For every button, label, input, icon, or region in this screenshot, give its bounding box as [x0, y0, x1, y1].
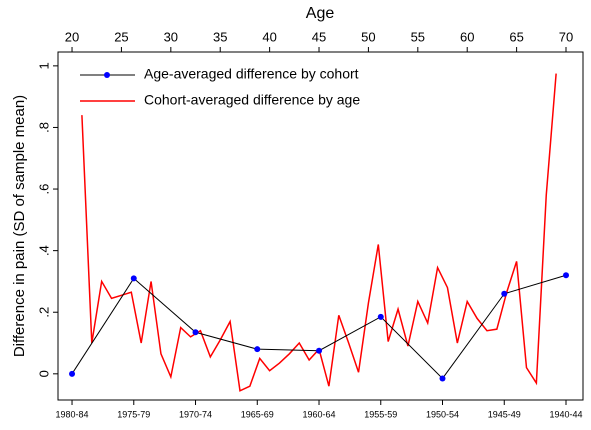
x-tick-label: 70: [559, 29, 573, 44]
marker: [501, 290, 508, 297]
marker: [377, 313, 384, 320]
x-tick-label: 55: [411, 29, 425, 44]
marker: [130, 275, 137, 282]
x-tick-label: 45: [312, 29, 326, 44]
x-tick-label: 25: [114, 29, 128, 44]
x-tick-label: 30: [164, 29, 178, 44]
legend-marker: [104, 72, 110, 78]
x-axis-title: Age: [306, 5, 335, 22]
marker: [316, 347, 323, 354]
x2-tick-label: 1980-84: [56, 409, 89, 419]
marker: [439, 375, 446, 382]
marker: [254, 346, 261, 353]
y-axis-title: Difference in pain (SD of sample mean): [11, 95, 28, 357]
x-tick-label: 50: [361, 29, 375, 44]
x2-tick-label: 1950-54: [426, 409, 459, 419]
x2-tick-label: 1975-79: [117, 409, 150, 419]
x2-tick-label: 1945-49: [488, 409, 521, 419]
marker: [69, 370, 76, 377]
x2-tick-label: 1965-69: [241, 409, 274, 419]
marker: [192, 329, 199, 336]
y-tick-label: .2: [36, 307, 51, 318]
x-tick-label: 35: [213, 29, 227, 44]
x-tick-label: 20: [65, 29, 79, 44]
legend-label: Cohort-averaged difference by age: [144, 92, 360, 108]
x2-tick-label: 1960-64: [303, 409, 336, 419]
x2-tick-label: 1970-74: [179, 409, 212, 419]
x-tick-label: 65: [509, 29, 523, 44]
x-tick-label: 60: [460, 29, 474, 44]
plot-frame: [57, 51, 584, 401]
x-tick-label: 40: [262, 29, 276, 44]
y-tick-label: .4: [36, 245, 51, 256]
marker: [563, 272, 570, 279]
x2-tick-label: 1940-44: [549, 409, 582, 419]
y-tick-label: .6: [36, 184, 51, 195]
legend-label: Age-averaged difference by cohort: [144, 66, 359, 82]
y-tick-label: 0: [36, 370, 51, 377]
y-tick-label: .8: [36, 122, 51, 133]
y-tick-label: 1: [36, 62, 51, 69]
x2-tick-label: 1955-59: [364, 409, 397, 419]
